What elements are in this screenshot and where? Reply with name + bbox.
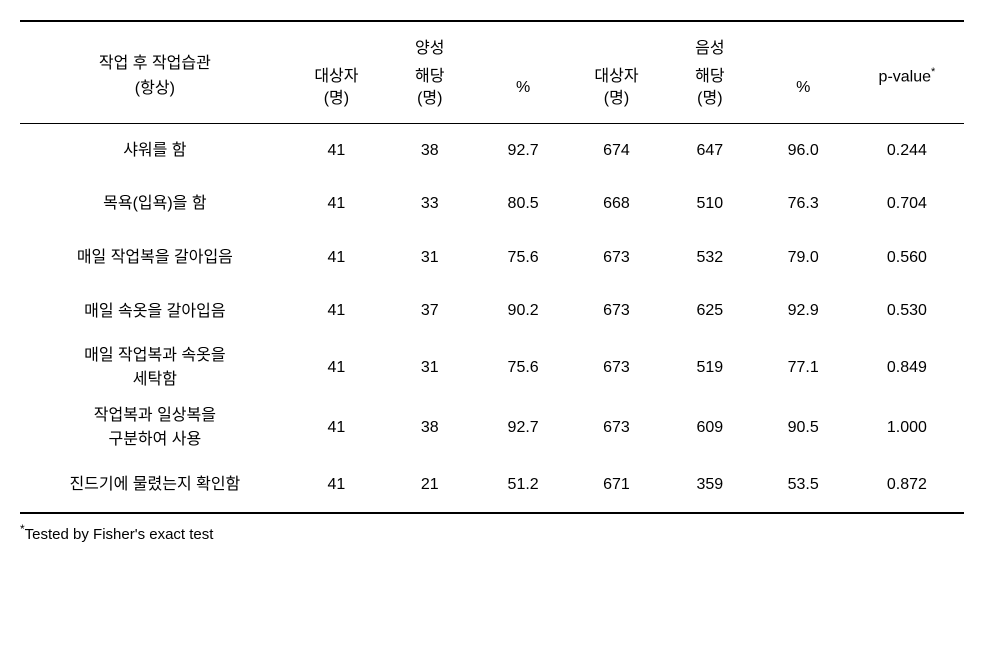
cell-g2-n: 671 — [570, 458, 663, 513]
cell-g1-p: 90.2 — [476, 285, 569, 339]
table-row: 진드기에 물렸는지 확인함 41 21 51.2 671 359 53.5 0.… — [20, 458, 964, 513]
row-label-cell: 샤워를 함 — [20, 123, 290, 177]
header-g1-subjects: 대상자 (명) — [290, 62, 383, 123]
cell-g2-c: 359 — [663, 458, 756, 513]
cell-g2-n: 674 — [570, 123, 663, 177]
row-label-cell: 목욕(입욕)을 함 — [20, 177, 290, 231]
table-row: 매일 작업복을 갈아입음 41 31 75.6 673 532 79.0 0.5… — [20, 231, 964, 285]
row-label-cell: 매일 작업복을 갈아입음 — [20, 231, 290, 285]
cell-pvalue: 0.704 — [850, 177, 964, 231]
row-label-line1: 매일 작업복과 속옷을 — [84, 347, 225, 364]
table-row: 목욕(입욕)을 함 41 33 80.5 668 510 76.3 0.704 — [20, 177, 964, 231]
table-row: 샤워를 함 41 38 92.7 674 647 96.0 0.244 — [20, 123, 964, 177]
header-col1: 작업 후 작업습관 (항상) — [20, 21, 290, 123]
row-label-line2: 세탁함 — [133, 371, 177, 388]
cell-g1-n: 41 — [290, 398, 383, 458]
header-g2-percent: % — [757, 62, 850, 123]
cell-g2-n: 668 — [570, 177, 663, 231]
cell-g1-c: 33 — [383, 177, 476, 231]
header-sub-haedang-l2-b: (명) — [697, 90, 722, 107]
cell-pvalue: 0.872 — [850, 458, 964, 513]
cell-g2-c: 510 — [663, 177, 756, 231]
cell-g1-p: 51.2 — [476, 458, 569, 513]
header-sub-haedang-l1: 해당 — [415, 68, 444, 85]
table-row: 매일 작업복과 속옷을 세탁함 41 31 75.6 673 519 77.1 … — [20, 338, 964, 398]
header-g1-percent: % — [476, 62, 569, 123]
cell-g2-n: 673 — [570, 338, 663, 398]
header-group-positive: 양성 — [290, 21, 570, 62]
header-g1-applicable: 해당 (명) — [383, 62, 476, 123]
header-sub-daesang-l1-b: 대상자 — [594, 68, 638, 85]
row-label-line1: 작업복과 일상복을 — [94, 407, 216, 424]
cell-g1-p: 92.7 — [476, 398, 569, 458]
row-label-cell: 진드기에 물렸는지 확인함 — [20, 458, 290, 513]
table-body: 샤워를 함 41 38 92.7 674 647 96.0 0.244 목욕(입… — [20, 123, 964, 512]
header-pvalue: p-value* — [850, 21, 964, 123]
cell-g2-p: 90.5 — [757, 398, 850, 458]
header-g2-subjects: 대상자 (명) — [570, 62, 663, 123]
cell-g2-p: 96.0 — [757, 123, 850, 177]
cell-g1-n: 41 — [290, 231, 383, 285]
cell-g2-c: 609 — [663, 398, 756, 458]
cell-g2-p: 77.1 — [757, 338, 850, 398]
cell-pvalue: 0.530 — [850, 285, 964, 339]
cell-g1-n: 41 — [290, 285, 383, 339]
row-label-cell: 매일 작업복과 속옷을 세탁함 — [20, 338, 290, 398]
cell-g1-n: 41 — [290, 458, 383, 513]
cell-pvalue: 0.244 — [850, 123, 964, 177]
cell-g1-c: 38 — [383, 123, 476, 177]
footnote: *Tested by Fisher's exact test — [20, 522, 964, 543]
header-sub-haedang-l2: (명) — [417, 90, 442, 107]
table-container: 작업 후 작업습관 (항상) 양성 음성 p-value* 대상자 (명) 해당… — [20, 20, 964, 543]
cell-g1-c: 37 — [383, 285, 476, 339]
cell-g1-c: 31 — [383, 231, 476, 285]
header-col1-line2: (항상) — [135, 80, 175, 97]
cell-g2-c: 532 — [663, 231, 756, 285]
cell-g2-n: 673 — [570, 398, 663, 458]
cell-pvalue: 0.849 — [850, 338, 964, 398]
cell-g1-p: 92.7 — [476, 123, 569, 177]
cell-g1-n: 41 — [290, 123, 383, 177]
header-group-negative: 음성 — [570, 21, 850, 62]
header-col1-line1: 작업 후 작업습관 — [99, 55, 211, 72]
header-sub-daesang-l2: (명) — [324, 90, 349, 107]
cell-g2-n: 673 — [570, 285, 663, 339]
table-header: 작업 후 작업습관 (항상) 양성 음성 p-value* 대상자 (명) 해당… — [20, 21, 964, 123]
cell-g1-n: 41 — [290, 177, 383, 231]
table-row: 매일 속옷을 갈아입음 41 37 90.2 673 625 92.9 0.53… — [20, 285, 964, 339]
cell-g1-p: 80.5 — [476, 177, 569, 231]
header-row-top: 작업 후 작업습관 (항상) 양성 음성 p-value* — [20, 21, 964, 62]
cell-g1-c: 21 — [383, 458, 476, 513]
cell-g2-n: 673 — [570, 231, 663, 285]
cell-g2-p: 76.3 — [757, 177, 850, 231]
cell-g1-p: 75.6 — [476, 338, 569, 398]
header-sub-daesang-l2-b: (명) — [604, 90, 629, 107]
footnote-text: Tested by Fisher's exact test — [25, 526, 214, 543]
data-table: 작업 후 작업습관 (항상) 양성 음성 p-value* 대상자 (명) 해당… — [20, 20, 964, 514]
cell-g1-c: 38 — [383, 398, 476, 458]
header-pvalue-star: * — [931, 66, 935, 78]
cell-g2-p: 79.0 — [757, 231, 850, 285]
cell-g2-c: 625 — [663, 285, 756, 339]
cell-pvalue: 1.000 — [850, 398, 964, 458]
cell-g1-n: 41 — [290, 338, 383, 398]
table-row: 작업복과 일상복을 구분하여 사용 41 38 92.7 673 609 90.… — [20, 398, 964, 458]
header-pvalue-text: p-value — [879, 69, 931, 86]
cell-g2-c: 647 — [663, 123, 756, 177]
header-sub-daesang-l1: 대상자 — [314, 68, 358, 85]
cell-g2-c: 519 — [663, 338, 756, 398]
cell-g1-c: 31 — [383, 338, 476, 398]
row-label-cell: 매일 속옷을 갈아입음 — [20, 285, 290, 339]
cell-g1-p: 75.6 — [476, 231, 569, 285]
cell-g2-p: 92.9 — [757, 285, 850, 339]
row-label-cell: 작업복과 일상복을 구분하여 사용 — [20, 398, 290, 458]
row-label-line2: 구분하여 사용 — [108, 431, 201, 448]
cell-g2-p: 53.5 — [757, 458, 850, 513]
header-sub-haedang-l1-b: 해당 — [695, 68, 724, 85]
header-g2-applicable: 해당 (명) — [663, 62, 756, 123]
cell-pvalue: 0.560 — [850, 231, 964, 285]
